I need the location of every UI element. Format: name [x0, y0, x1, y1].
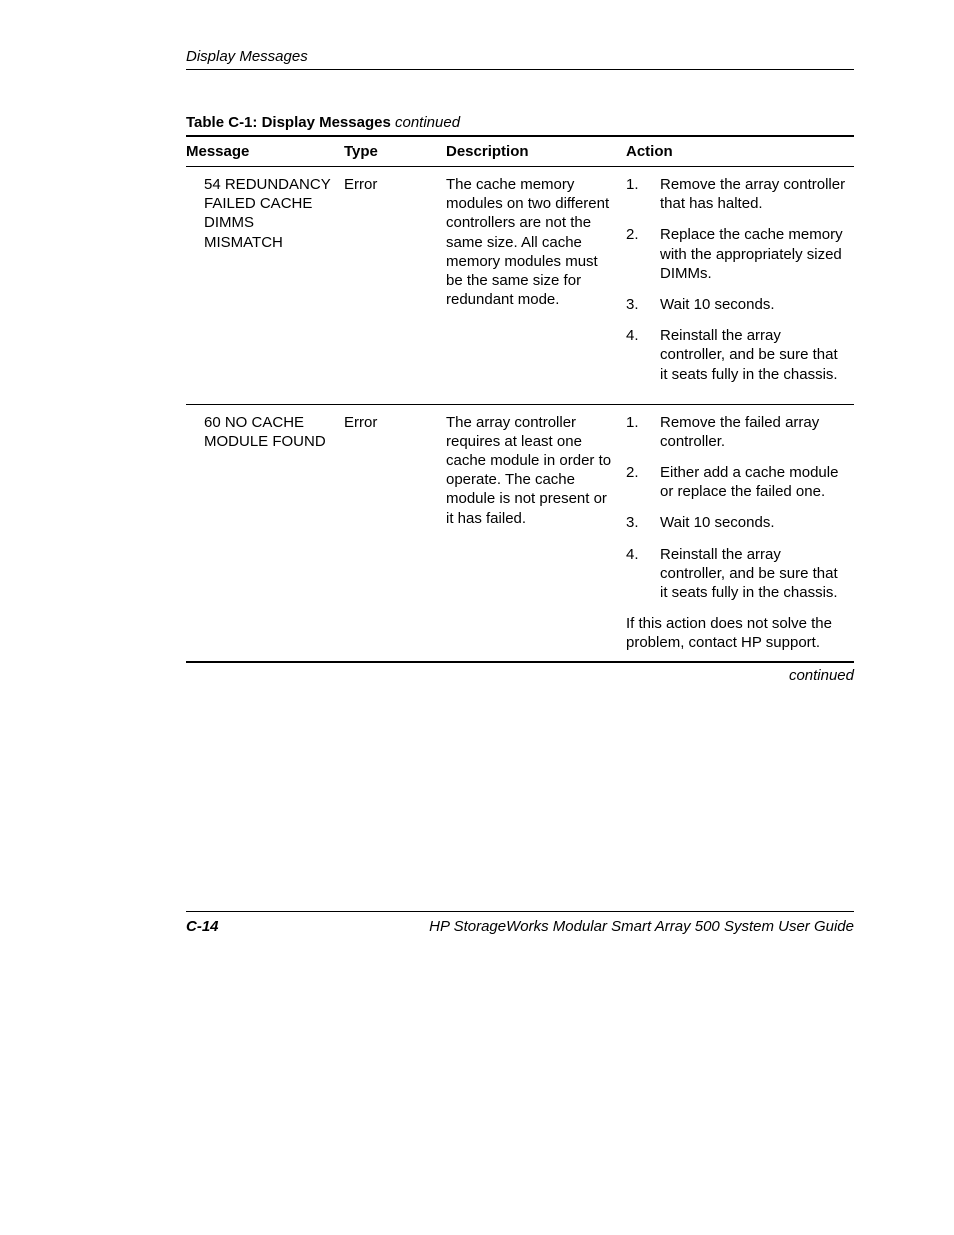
col-header-action: Action	[626, 136, 854, 167]
action-item: Remove the failed array controller.	[626, 413, 846, 451]
table-row: 54 REDUNDANCY FAILED CACHE DIMMS MISMATC…	[186, 167, 854, 405]
col-header-type: Type	[344, 136, 446, 167]
table-header-row: Message Type Description Action	[186, 136, 854, 167]
message-line: MODULE FOUND	[204, 433, 326, 450]
action-item: Remove the array controller that has hal…	[626, 175, 846, 213]
table-caption: Table C-1: Display Messages continued	[186, 114, 854, 131]
cell-description: The cache memory modules on two differen…	[446, 167, 626, 405]
footer-doc-title: HP StorageWorks Modular Smart Array 500 …	[429, 918, 854, 935]
page-footer: C-14 HP StorageWorks Modular Smart Array…	[186, 911, 854, 935]
cell-type: Error	[344, 167, 446, 405]
cell-action: Remove the array controller that has hal…	[626, 167, 854, 405]
table-caption-title: Table C-1: Display Messages	[186, 114, 391, 131]
action-item: Wait 10 seconds.	[626, 513, 846, 532]
table-continued-label: continued	[186, 667, 854, 684]
action-item: Replace the cache memory with the approp…	[626, 225, 846, 283]
running-header: Display Messages	[186, 48, 854, 70]
action-item: Reinstall the array controller, and be s…	[626, 545, 846, 603]
table-caption-continued: continued	[395, 114, 460, 131]
cell-description: The array controller requires at least o…	[446, 404, 626, 661]
action-list: Remove the failed array controller. Eith…	[626, 413, 846, 603]
action-note: If this action does not solve the proble…	[626, 614, 846, 652]
action-item: Either add a cache module or replace the…	[626, 463, 846, 501]
message-line: 54 REDUNDANCY	[204, 176, 331, 193]
action-item: Reinstall the array controller, and be s…	[626, 326, 846, 384]
cell-action: Remove the failed array controller. Eith…	[626, 404, 854, 661]
message-line: FAILED CACHE	[204, 195, 312, 212]
message-line: 60 NO CACHE	[204, 414, 304, 431]
col-header-message: Message	[186, 136, 344, 167]
action-item: Wait 10 seconds.	[626, 295, 846, 314]
page: Display Messages Table C-1: Display Mess…	[0, 0, 954, 1235]
col-header-description: Description	[446, 136, 626, 167]
message-line: DIMMS MISMATCH	[204, 214, 283, 250]
cell-message: 54 REDUNDANCY FAILED CACHE DIMMS MISMATC…	[186, 167, 344, 405]
action-list: Remove the array controller that has hal…	[626, 175, 846, 384]
display-messages-table: Message Type Description Action 54 REDUN…	[186, 135, 854, 663]
cell-message: 60 NO CACHE MODULE FOUND	[186, 404, 344, 661]
table-row: 60 NO CACHE MODULE FOUND Error The array…	[186, 404, 854, 661]
cell-type: Error	[344, 404, 446, 661]
page-number: C-14	[186, 918, 219, 935]
